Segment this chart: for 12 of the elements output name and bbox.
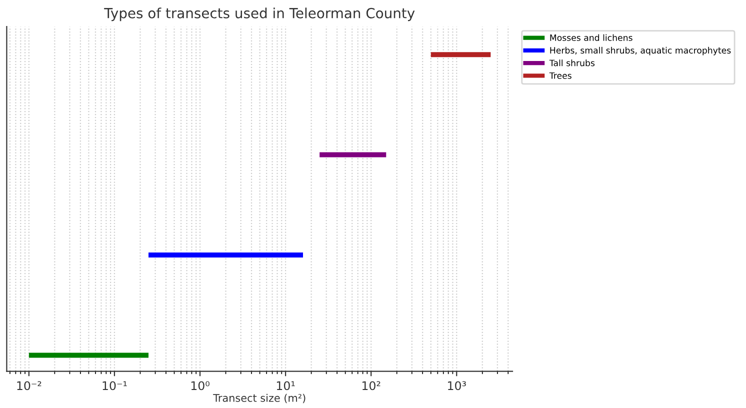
legend-label: Trees — [549, 72, 572, 79]
x-tick-label: 10³ — [448, 381, 466, 390]
x-tick-label: 10⁻² — [17, 381, 42, 390]
legend-label: Herbs, small shrubs, aquatic macrophytes — [550, 46, 731, 56]
legend-label: Tall shrubs — [549, 60, 595, 66]
x-tick-label: 10⁰ — [191, 381, 210, 390]
x-tick-label: 10¹ — [276, 381, 295, 390]
chart-title: Types of transects used in Teleorman County — [104, 8, 415, 22]
x-tick-label: 10⁻¹ — [102, 381, 127, 390]
x-axis-title: Transect size (m²) — [213, 394, 306, 404]
x-tick-label: 10² — [362, 381, 380, 390]
legend-label: Mosses and lichens — [550, 34, 632, 41]
